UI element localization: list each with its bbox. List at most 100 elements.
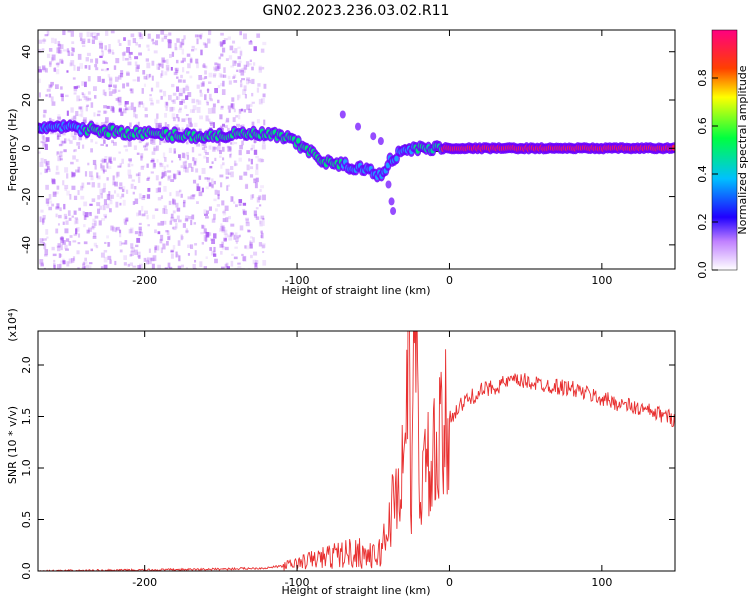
noise-speckle bbox=[139, 101, 144, 105]
noise-speckle bbox=[143, 75, 147, 80]
noise-speckle bbox=[214, 62, 218, 66]
noise-speckle bbox=[159, 139, 162, 146]
noise-speckle bbox=[94, 64, 98, 68]
noise-speckle bbox=[42, 67, 47, 72]
noise-speckle bbox=[126, 82, 130, 87]
noise-speckle bbox=[184, 105, 188, 109]
noise-speckle bbox=[66, 48, 70, 53]
noise-speckle bbox=[72, 135, 77, 140]
noise-speckle bbox=[209, 98, 213, 102]
noise-speckle bbox=[108, 158, 112, 164]
noise-speckle bbox=[79, 32, 83, 38]
noise-speckle bbox=[43, 109, 47, 114]
noise-speckle bbox=[42, 135, 45, 141]
noise-speckle bbox=[135, 173, 140, 177]
noise-speckle bbox=[177, 117, 180, 122]
noise-speckle bbox=[76, 141, 81, 146]
noise-speckle bbox=[101, 218, 106, 221]
noise-speckle bbox=[253, 46, 257, 52]
noise-speckle bbox=[214, 157, 217, 162]
noise-speckle bbox=[200, 232, 205, 235]
noise-speckle bbox=[194, 122, 198, 128]
noise-speckle bbox=[151, 139, 156, 145]
noise-speckle bbox=[253, 177, 256, 181]
noise-speckle bbox=[214, 68, 218, 72]
noise-speckle bbox=[69, 62, 73, 67]
noise-speckle bbox=[87, 162, 90, 166]
noise-speckle bbox=[224, 205, 229, 211]
noise-speckle bbox=[243, 109, 246, 113]
noise-speckle bbox=[182, 79, 186, 83]
noise-speckle bbox=[78, 113, 82, 117]
noise-speckle bbox=[75, 169, 79, 173]
noise-speckle bbox=[62, 221, 65, 225]
noise-speckle bbox=[252, 259, 257, 265]
snr-frame bbox=[37, 330, 676, 572]
noise-speckle bbox=[249, 166, 254, 170]
noise-speckle bbox=[53, 264, 56, 269]
noise-speckle bbox=[208, 182, 212, 187]
noise-speckle bbox=[172, 198, 175, 204]
noise-speckle bbox=[66, 70, 69, 73]
noise-speckle bbox=[183, 165, 187, 169]
noise-speckle bbox=[166, 164, 169, 168]
noise-speckle bbox=[224, 263, 228, 268]
noise-speckle bbox=[82, 119, 87, 124]
noise-speckle bbox=[233, 160, 237, 167]
noise-speckle bbox=[141, 88, 144, 94]
noise-speckle bbox=[117, 39, 121, 43]
noise-speckle bbox=[106, 235, 109, 239]
noise-speckle bbox=[138, 255, 141, 259]
noise-speckle bbox=[109, 259, 112, 264]
noise-speckle bbox=[115, 201, 119, 208]
noise-speckle bbox=[119, 73, 124, 78]
noise-speckle bbox=[141, 165, 146, 168]
noise-speckle bbox=[127, 39, 131, 46]
noise-speckle bbox=[170, 66, 173, 71]
noise-speckle bbox=[132, 201, 136, 205]
noise-speckle bbox=[48, 168, 51, 172]
noise-speckle bbox=[140, 153, 144, 159]
noise-speckle bbox=[49, 85, 53, 88]
noise-speckle bbox=[38, 92, 41, 98]
noise-speckle bbox=[130, 243, 134, 249]
noise-speckle bbox=[221, 89, 226, 95]
noise-speckle bbox=[205, 256, 208, 259]
noise-speckle bbox=[227, 146, 232, 152]
noise-speckle bbox=[239, 51, 243, 57]
noise-speckle bbox=[120, 111, 124, 116]
noise-speckle bbox=[142, 70, 146, 75]
noise-speckle bbox=[134, 249, 138, 255]
noise-speckle bbox=[45, 162, 48, 167]
noise-speckle bbox=[124, 221, 127, 226]
noise-speckle bbox=[246, 164, 250, 171]
noise-speckle bbox=[129, 262, 133, 266]
noise-speckle bbox=[100, 193, 103, 199]
noise-speckle bbox=[92, 86, 97, 91]
noise-speckle bbox=[89, 203, 93, 206]
noise-speckle bbox=[103, 158, 107, 163]
noise-speckle bbox=[44, 68, 48, 73]
noise-speckle bbox=[56, 61, 60, 68]
noise-speckle bbox=[100, 143, 104, 146]
noise-speckle bbox=[242, 210, 247, 216]
noise-speckle bbox=[90, 148, 93, 153]
noise-speckle bbox=[146, 74, 150, 79]
noise-speckle bbox=[48, 47, 53, 52]
noise-speckle bbox=[97, 182, 101, 188]
noise-speckle bbox=[244, 245, 247, 249]
noise-speckle bbox=[53, 67, 57, 72]
noise-speckle bbox=[174, 124, 179, 128]
noise-speckle bbox=[218, 41, 222, 46]
noise-speckle bbox=[210, 250, 215, 256]
noise-speckle bbox=[138, 44, 141, 48]
noise-speckle bbox=[104, 91, 107, 97]
noise-speckle bbox=[199, 89, 202, 93]
noise-speckle bbox=[104, 121, 108, 128]
noise-speckle bbox=[203, 155, 207, 159]
noise-speckle bbox=[234, 163, 238, 166]
noise-speckle bbox=[229, 45, 234, 51]
noise-speckle bbox=[214, 208, 218, 212]
noise-speckle bbox=[172, 199, 176, 206]
noise-speckle bbox=[213, 146, 218, 150]
